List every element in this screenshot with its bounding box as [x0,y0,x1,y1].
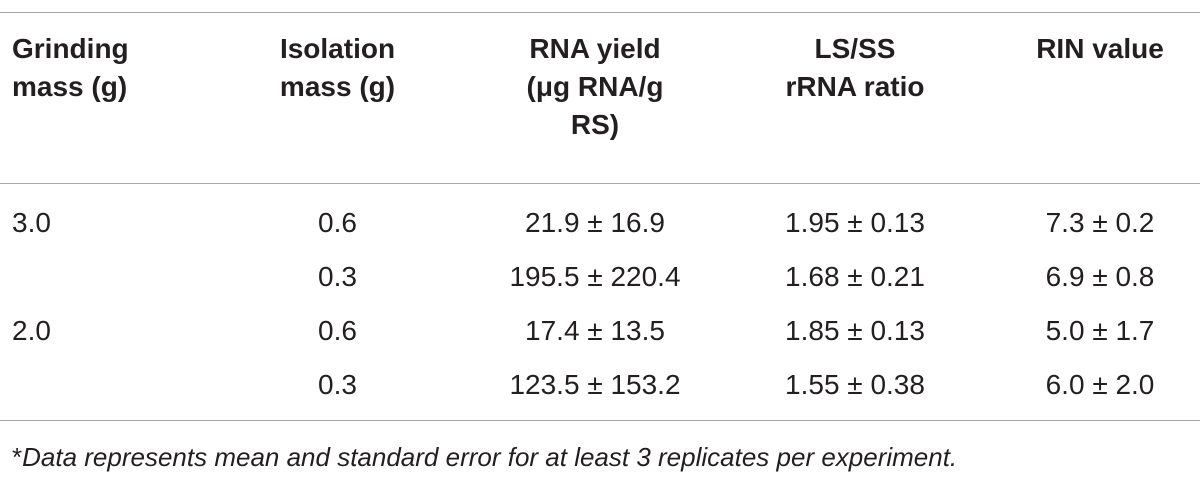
header-line: RNA yield [529,33,661,64]
cell-ls-ss-ratio: 1.55 ± 0.38 [785,369,925,400]
cell-grinding-mass: 3.0 [12,207,51,238]
cell-rna-yield: 123.5 ± 153.2 [509,369,681,400]
cell-rin-value: 5.0 ± 1.7 [1045,315,1155,346]
cell-rna-yield: 21.9 ± 16.9 [525,207,665,238]
header-line: Isolation [279,33,396,64]
cell-rin-value: 6.0 ± 2.0 [1045,369,1155,400]
header-rna-yield: RNA yield (μg RNA/g RS) [490,30,700,144]
header-line: RIN value [1036,33,1164,64]
footnote-text: Data represents mean and standard error … [22,442,958,472]
table-row: 3.0 0.6 21.9 ± 16.9 1.95 ± 0.13 7.3 ± 0.… [0,196,1200,250]
cell-grinding-mass: 2.0 [12,315,51,346]
header-line: mass (g) [12,71,128,102]
cell-ls-ss-ratio: 1.95 ± 0.13 [785,207,925,238]
header-rule [0,183,1200,184]
header-line: mass (g) [279,71,396,102]
header-grinding-mass: Grinding mass (g) [12,30,212,106]
table-bottom-rule [0,420,1200,421]
header-line: RS) [570,109,620,140]
table-footnote: *Data represents mean and standard error… [12,440,1192,474]
header-line: (μg RNA/g [526,71,664,102]
footnote-marker: * [12,442,23,472]
header-line: Grinding [12,33,129,64]
cell-rin-value: 7.3 ± 0.2 [1045,207,1155,238]
cell-ls-ss-ratio: 1.85 ± 0.13 [785,315,925,346]
cell-ls-ss-ratio: 1.68 ± 0.21 [785,261,925,292]
header-ls-ss-ratio: LS/SS rRNA ratio [755,30,955,106]
header-isolation-mass: Isolation mass (g) [255,30,420,106]
header-line: rRNA ratio [785,71,925,102]
cell-isolation-mass: 0.3 [318,261,357,292]
header-line: LS/SS [814,33,896,64]
table-row: 0.3 123.5 ± 153.2 1.55 ± 0.38 6.0 ± 2.0 [0,358,1200,412]
cell-isolation-mass: 0.3 [318,369,357,400]
table-top-rule [0,12,1200,13]
cell-isolation-mass: 0.6 [318,207,357,238]
header-rin-value: RIN value [1010,30,1190,68]
table-row: 0.3 195.5 ± 220.4 1.68 ± 0.21 6.9 ± 0.8 [0,250,1200,304]
cell-rna-yield: 17.4 ± 13.5 [525,315,665,346]
cell-rna-yield: 195.5 ± 220.4 [509,261,681,292]
table-row: 2.0 0.6 17.4 ± 13.5 1.85 ± 0.13 5.0 ± 1.… [0,304,1200,358]
cell-rin-value: 6.9 ± 0.8 [1045,261,1155,292]
cell-isolation-mass: 0.6 [318,315,357,346]
